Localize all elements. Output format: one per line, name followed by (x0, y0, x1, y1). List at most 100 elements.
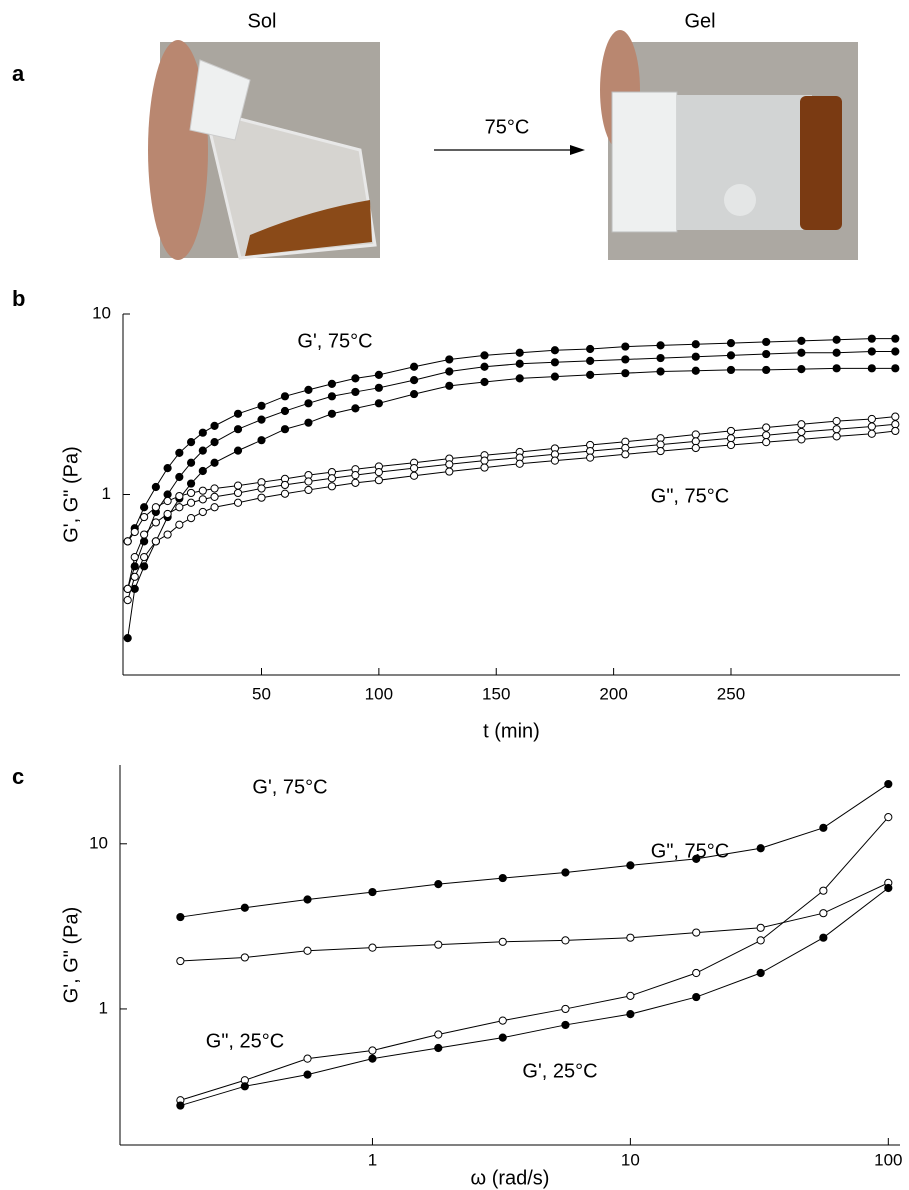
marker (175, 448, 184, 458)
x-tick-label: 10 (621, 1150, 640, 1169)
marker (140, 503, 149, 512)
marker (434, 1043, 443, 1053)
marker (797, 365, 806, 374)
marker (691, 352, 700, 361)
marker (832, 417, 841, 426)
marker (797, 348, 806, 357)
marker (140, 562, 149, 571)
marker (280, 392, 290, 401)
y-tick-label: 1 (102, 484, 111, 503)
marker (257, 401, 266, 410)
marker (832, 364, 841, 373)
marker (233, 498, 243, 507)
marker (445, 467, 454, 476)
marker (480, 456, 489, 465)
marker (498, 873, 507, 883)
marker (586, 453, 595, 462)
marker (140, 512, 149, 522)
marker (819, 933, 828, 942)
marker (233, 488, 243, 498)
marker (123, 595, 132, 605)
marker (198, 466, 207, 476)
marker (163, 496, 172, 506)
marker (626, 1010, 635, 1019)
marker (176, 912, 185, 922)
annotation: G', 75°C (252, 776, 327, 798)
caption: Sol (248, 10, 277, 32)
marker (726, 338, 736, 348)
marker (550, 346, 560, 355)
marker (691, 366, 700, 375)
panel-label: b (12, 286, 25, 311)
marker (884, 883, 893, 893)
marker (140, 552, 149, 562)
marker (691, 340, 700, 349)
series-line (180, 882, 889, 962)
x-tick-label: 150 (482, 684, 510, 703)
marker (198, 507, 207, 517)
marker (198, 428, 207, 437)
marker (692, 928, 701, 937)
marker (304, 485, 313, 495)
marker (351, 387, 360, 397)
marker (891, 426, 900, 436)
marker (175, 472, 184, 482)
marker (726, 434, 736, 443)
marker (374, 468, 383, 477)
marker (762, 431, 771, 440)
marker (434, 880, 443, 889)
x-tick-label: 1 (368, 1150, 377, 1169)
marker (257, 415, 266, 424)
marker (140, 530, 149, 539)
marker (656, 341, 665, 350)
marker (140, 537, 149, 546)
marker (756, 968, 765, 978)
marker (626, 933, 635, 942)
marker (656, 367, 665, 376)
marker (832, 432, 841, 441)
y-tick-label: 10 (89, 833, 108, 852)
marker (445, 381, 454, 390)
marker (351, 478, 360, 487)
marker (374, 476, 383, 485)
marker (210, 458, 219, 467)
marker (327, 392, 337, 401)
marker (867, 364, 876, 373)
series-line (180, 783, 889, 918)
marker (561, 936, 570, 945)
marker (797, 336, 806, 345)
marker (175, 520, 184, 529)
marker (891, 420, 900, 429)
marker (210, 503, 219, 512)
marker (498, 1016, 507, 1025)
marker (175, 491, 184, 501)
marker (257, 436, 266, 445)
marker (867, 334, 876, 343)
marker (304, 399, 313, 408)
marker (692, 968, 701, 978)
marker (891, 347, 900, 356)
marker (726, 365, 736, 375)
marker (368, 1054, 377, 1063)
marker (186, 458, 196, 467)
marker (409, 389, 419, 399)
marker (832, 348, 841, 357)
marker (130, 572, 139, 581)
marker (621, 355, 630, 364)
marker (762, 365, 771, 375)
marker (240, 903, 249, 912)
marker (123, 584, 132, 593)
marker (186, 479, 196, 488)
marker (480, 362, 489, 371)
marker (130, 552, 139, 562)
marker (756, 936, 765, 945)
marker (374, 399, 383, 408)
marker (884, 779, 893, 789)
annotation: G", 75°C (651, 485, 729, 507)
marker (586, 344, 595, 354)
marker (163, 509, 172, 519)
marker (891, 334, 900, 343)
marker (797, 420, 806, 429)
marker (691, 430, 700, 439)
